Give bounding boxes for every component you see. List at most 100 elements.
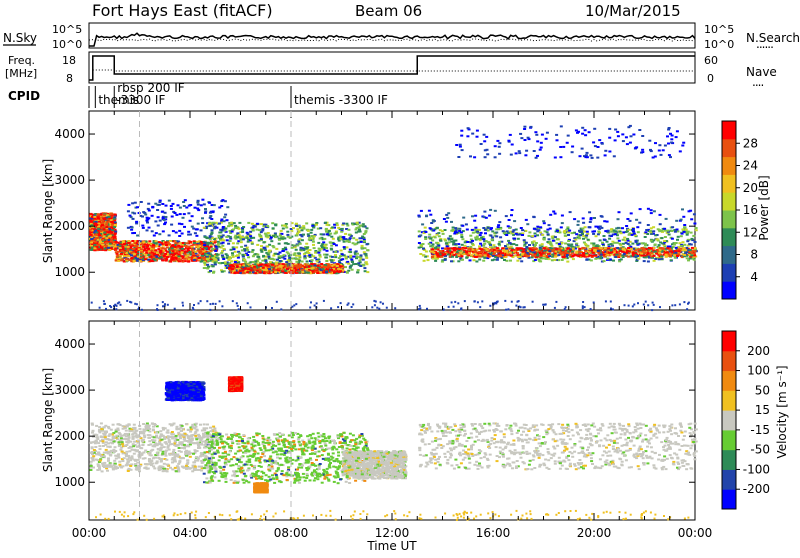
echo-cell bbox=[220, 205, 223, 207]
echo-cell bbox=[561, 259, 564, 261]
echo-cell bbox=[199, 252, 202, 254]
echo-cell bbox=[301, 269, 304, 271]
echo-cell bbox=[461, 259, 464, 261]
echo-cell bbox=[271, 264, 274, 266]
echo-cell bbox=[432, 243, 435, 245]
echo-cell bbox=[125, 258, 128, 260]
echo-cell bbox=[208, 223, 211, 225]
echo-cell bbox=[123, 251, 126, 253]
echo-cell bbox=[299, 264, 302, 266]
echo-cell bbox=[147, 203, 150, 205]
echo-cell bbox=[355, 250, 358, 252]
echo-cell bbox=[351, 261, 354, 263]
echo-cell bbox=[108, 216, 111, 218]
cpid-mode-label: themis -3300 IF bbox=[294, 93, 388, 107]
echo-cell bbox=[209, 212, 212, 214]
echo-cell bbox=[232, 256, 235, 258]
echo-cell bbox=[254, 272, 257, 274]
echo-cell bbox=[197, 254, 200, 256]
echo-cell bbox=[357, 241, 360, 243]
echo-cell bbox=[168, 234, 171, 236]
echo-cell bbox=[142, 241, 145, 243]
echo-cell bbox=[119, 257, 122, 259]
echo-cell bbox=[542, 238, 545, 240]
echo-cell bbox=[449, 235, 452, 237]
echo-cell bbox=[444, 259, 447, 261]
echo-cell bbox=[457, 260, 460, 262]
echo-cell bbox=[174, 242, 177, 244]
echo-cell bbox=[334, 254, 337, 256]
echo-cell bbox=[325, 260, 328, 262]
echo-cell bbox=[326, 233, 329, 235]
echo-cell bbox=[231, 265, 234, 267]
echo-cell bbox=[274, 271, 277, 273]
echo-cell bbox=[103, 228, 106, 230]
echo-cell bbox=[105, 223, 108, 225]
echo-cell bbox=[188, 205, 191, 207]
echo-cell bbox=[265, 269, 268, 271]
echo-cell bbox=[366, 249, 369, 251]
echo-cell bbox=[251, 223, 254, 225]
echo-cell bbox=[673, 244, 676, 246]
echo-cell bbox=[169, 261, 172, 263]
echo-cell bbox=[179, 242, 182, 244]
echo-cell bbox=[182, 201, 185, 203]
echo-cell bbox=[114, 248, 117, 250]
echo-cell bbox=[306, 247, 309, 249]
echo-cell bbox=[97, 244, 100, 246]
echo-cell bbox=[269, 261, 272, 263]
echo-cell bbox=[559, 246, 562, 248]
echo-cell bbox=[211, 229, 214, 231]
echo-cell bbox=[119, 245, 122, 247]
echo-cell bbox=[93, 249, 96, 251]
echo-cell bbox=[325, 231, 328, 233]
nsearch-label: N.Search bbox=[746, 31, 800, 45]
echo-cell bbox=[106, 221, 109, 223]
echo-cell bbox=[358, 260, 361, 262]
echo-cell bbox=[612, 260, 615, 262]
echo-cell bbox=[305, 264, 308, 266]
echo-cell bbox=[127, 227, 130, 229]
power-panel-frame bbox=[89, 111, 695, 310]
echo-cell bbox=[628, 234, 631, 236]
echo-cell bbox=[133, 260, 136, 262]
echo-cell bbox=[113, 218, 116, 220]
echo-cell bbox=[336, 224, 339, 226]
echo-cell bbox=[358, 229, 361, 231]
echo-cell bbox=[325, 271, 328, 273]
echo-cell bbox=[194, 251, 197, 253]
echo-cell bbox=[161, 211, 164, 213]
echo-cell bbox=[516, 260, 519, 262]
echo-cell bbox=[241, 254, 244, 256]
echo-cell bbox=[317, 252, 320, 254]
echo-cell bbox=[452, 242, 455, 244]
echo-cell bbox=[476, 238, 479, 240]
echo-cell bbox=[431, 239, 434, 241]
echo-cell bbox=[207, 252, 210, 254]
echo-cell bbox=[352, 256, 355, 258]
echo-cell bbox=[552, 240, 555, 242]
echo-cell bbox=[478, 229, 481, 231]
echo-cell bbox=[114, 231, 117, 233]
echo-cell bbox=[469, 246, 472, 248]
echo-cell bbox=[322, 233, 325, 235]
echo-cell bbox=[93, 247, 96, 249]
echo-cell bbox=[119, 247, 122, 249]
echo-cell bbox=[224, 230, 227, 232]
echo-cell bbox=[507, 232, 510, 234]
echo-cell bbox=[513, 238, 516, 240]
echo-cell bbox=[212, 222, 215, 224]
echo-cell bbox=[144, 214, 147, 216]
echo-cell bbox=[166, 251, 169, 253]
echo-cell bbox=[188, 258, 191, 260]
echo-cell bbox=[351, 269, 354, 271]
echo-cell bbox=[233, 222, 236, 224]
echo-cell bbox=[195, 228, 198, 230]
echo-cell bbox=[301, 239, 304, 241]
echo-cell bbox=[114, 224, 117, 226]
echo-cell bbox=[564, 235, 567, 237]
echo-cell bbox=[541, 234, 544, 236]
echo-cell bbox=[507, 240, 510, 242]
echo-cell bbox=[603, 260, 606, 262]
echo-cell bbox=[330, 248, 333, 250]
